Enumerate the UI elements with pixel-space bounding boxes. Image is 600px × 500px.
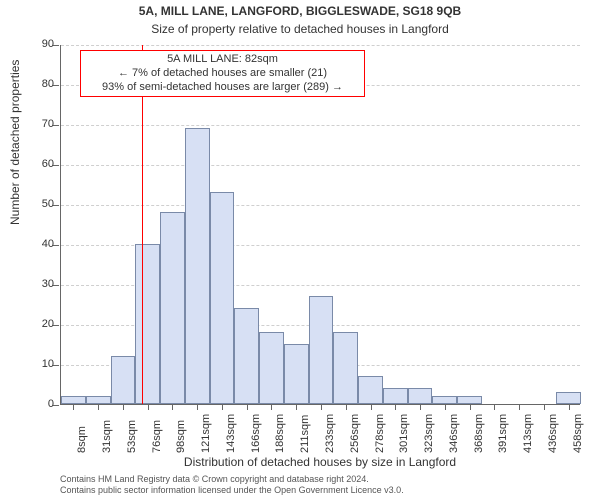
x-tick xyxy=(222,404,223,410)
histogram-bar xyxy=(383,388,408,404)
x-tick xyxy=(73,404,74,410)
x-tick xyxy=(420,404,421,410)
histogram-bar xyxy=(358,376,383,404)
histogram-bar xyxy=(111,356,136,404)
annotation-box: 5A MILL LANE: 82sqm ← 7% of detached hou… xyxy=(80,50,365,97)
chart-title-line1: 5A, MILL LANE, LANGFORD, BIGGLESWADE, SG… xyxy=(0,4,600,18)
x-tick xyxy=(321,404,322,410)
x-tick xyxy=(172,404,173,410)
x-tick-label: 166sqm xyxy=(250,414,262,453)
x-tick-label: 413sqm xyxy=(522,414,534,453)
histogram-bar xyxy=(160,212,185,404)
x-tick-label: 346sqm xyxy=(448,414,460,453)
gridline xyxy=(61,45,580,46)
x-tick-label: 211sqm xyxy=(299,415,311,453)
y-axis-label: Number of detached properties xyxy=(8,60,22,225)
annotation-line3: 93% of semi-detached houses are larger (… xyxy=(85,81,360,95)
y-tick-label: 50 xyxy=(24,198,54,210)
x-tick-label: 8sqm xyxy=(76,426,88,453)
y-tick-label: 40 xyxy=(24,238,54,250)
y-tick-label: 10 xyxy=(24,358,54,370)
histogram-bar xyxy=(432,396,457,404)
x-tick xyxy=(494,404,495,410)
x-tick-label: 278sqm xyxy=(374,414,386,453)
x-axis-label: Distribution of detached houses by size … xyxy=(60,455,580,469)
x-tick xyxy=(247,404,248,410)
plot-area xyxy=(60,45,580,405)
histogram-bar xyxy=(333,332,358,404)
x-tick-label: 436sqm xyxy=(547,414,559,453)
histogram-bar xyxy=(259,332,284,404)
x-tick xyxy=(470,404,471,410)
histogram-bar xyxy=(185,128,210,404)
x-tick-label: 368sqm xyxy=(473,414,485,453)
histogram-bar xyxy=(86,396,111,404)
x-tick-label: 76sqm xyxy=(151,420,163,453)
histogram-bar xyxy=(408,388,433,404)
y-tick-label: 90 xyxy=(24,38,54,50)
histogram-bar xyxy=(309,296,334,404)
x-tick-label: 256sqm xyxy=(349,414,361,453)
x-tick-label: 391sqm xyxy=(497,414,509,453)
x-tick xyxy=(569,404,570,410)
x-tick-label: 301sqm xyxy=(398,414,410,453)
x-tick-label: 98sqm xyxy=(175,420,187,453)
gridline xyxy=(61,165,580,166)
x-tick xyxy=(197,404,198,410)
y-tick-label: 20 xyxy=(24,318,54,330)
x-tick-label: 233sqm xyxy=(324,414,336,453)
x-tick-label: 458sqm xyxy=(572,414,584,453)
footer-line2: Contains public sector information licen… xyxy=(60,485,580,496)
x-tick xyxy=(519,404,520,410)
x-tick xyxy=(296,404,297,410)
x-tick xyxy=(395,404,396,410)
histogram-bar xyxy=(210,192,235,404)
gridline xyxy=(61,205,580,206)
x-tick xyxy=(346,404,347,410)
x-tick xyxy=(544,404,545,410)
histogram-bar xyxy=(234,308,259,404)
x-tick xyxy=(271,404,272,410)
x-tick-label: 53sqm xyxy=(126,420,138,453)
y-tick-label: 80 xyxy=(24,78,54,90)
histogram-bar xyxy=(61,396,86,404)
y-tick-label: 60 xyxy=(24,158,54,170)
histogram-bar xyxy=(284,344,309,404)
histogram-bar xyxy=(457,396,482,404)
y-tick-label: 30 xyxy=(24,278,54,290)
reference-line xyxy=(142,45,143,404)
y-tick-label: 70 xyxy=(24,118,54,130)
histogram-bar xyxy=(135,244,160,404)
annotation-line2: ← 7% of detached houses are smaller (21) xyxy=(85,67,360,81)
x-tick xyxy=(371,404,372,410)
histogram-bar xyxy=(556,392,581,404)
x-tick xyxy=(445,404,446,410)
x-tick xyxy=(98,404,99,410)
x-tick-label: 143sqm xyxy=(225,414,237,453)
y-tick-label: 0 xyxy=(24,398,54,410)
gridline xyxy=(61,125,580,126)
x-tick-label: 188sqm xyxy=(274,414,286,453)
annotation-line1: 5A MILL LANE: 82sqm xyxy=(85,53,360,67)
footer-line1: Contains HM Land Registry data © Crown c… xyxy=(60,474,580,485)
x-tick-label: 323sqm xyxy=(423,414,435,453)
footer-attribution: Contains HM Land Registry data © Crown c… xyxy=(60,474,580,496)
chart-container: 5A, MILL LANE, LANGFORD, BIGGLESWADE, SG… xyxy=(0,0,600,500)
x-tick-label: 121sqm xyxy=(200,414,212,453)
x-tick xyxy=(148,404,149,410)
chart-title-line2: Size of property relative to detached ho… xyxy=(0,22,600,36)
x-tick-label: 31sqm xyxy=(101,420,113,453)
x-tick xyxy=(123,404,124,410)
